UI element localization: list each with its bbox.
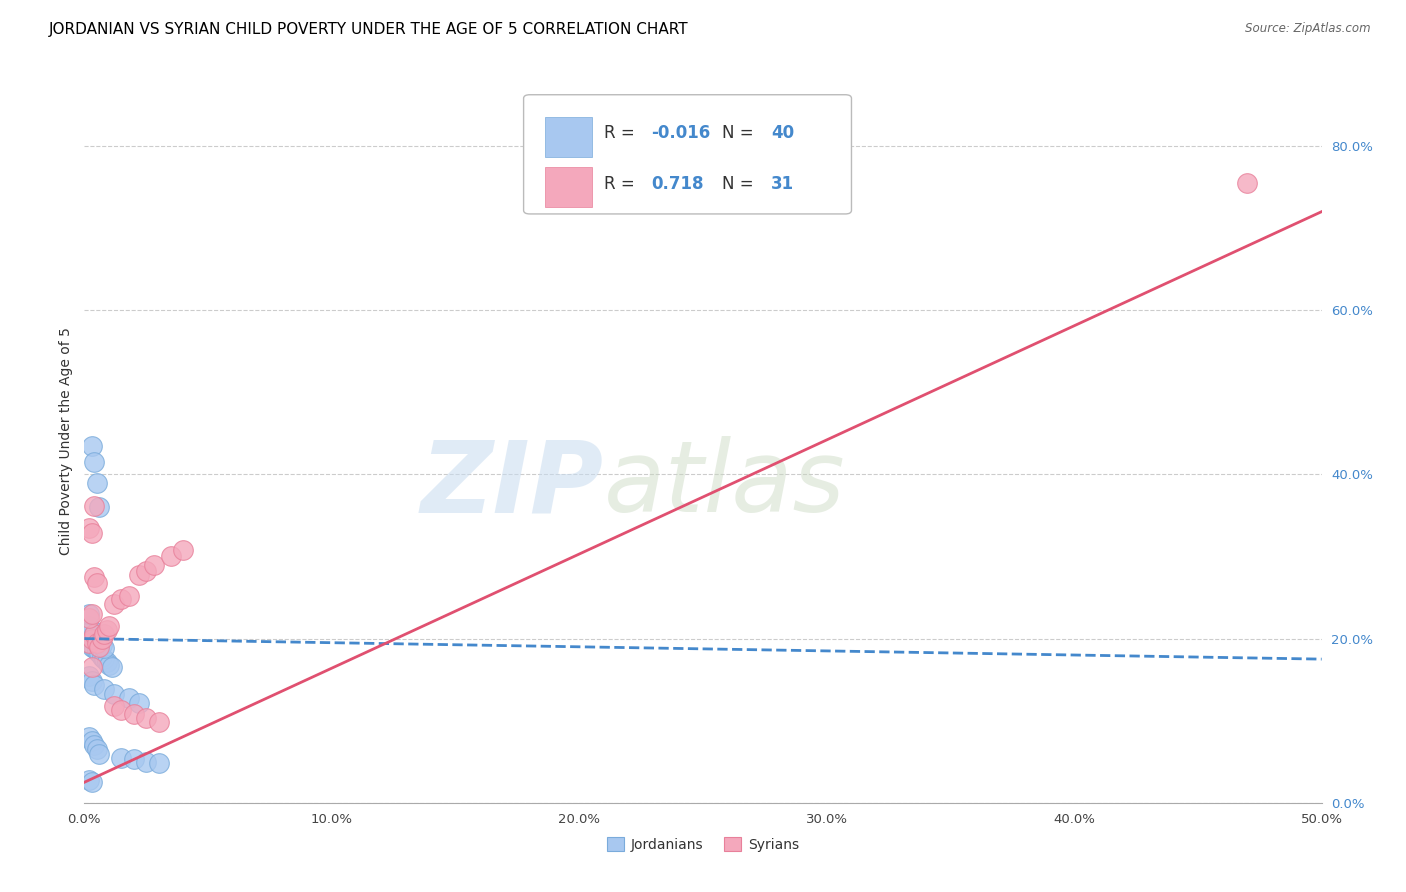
Point xyxy=(79,668,101,682)
Point xyxy=(118,589,141,603)
Legend: Jordanians, Syrians: Jordanians, Syrians xyxy=(602,831,804,857)
Point xyxy=(118,690,141,705)
Point xyxy=(93,627,115,641)
Point xyxy=(98,619,121,633)
Point xyxy=(80,526,103,541)
Point xyxy=(86,475,108,490)
Y-axis label: Child Poverty Under the Age of 5: Child Poverty Under the Age of 5 xyxy=(59,327,73,556)
Point xyxy=(86,575,108,590)
Text: R =: R = xyxy=(605,175,640,193)
Point xyxy=(83,678,105,692)
Point xyxy=(80,632,103,646)
Point xyxy=(80,439,103,453)
Point xyxy=(98,657,121,672)
Point xyxy=(79,730,101,744)
Text: -0.016: -0.016 xyxy=(651,124,710,142)
Point xyxy=(135,755,157,769)
Point xyxy=(79,607,101,621)
Point xyxy=(93,652,115,666)
Point xyxy=(83,499,105,513)
Point xyxy=(86,742,108,756)
Text: N =: N = xyxy=(721,124,758,142)
Point xyxy=(89,640,111,654)
Point xyxy=(80,734,103,748)
Text: R =: R = xyxy=(605,124,640,142)
FancyBboxPatch shape xyxy=(523,95,852,214)
Point xyxy=(172,542,194,557)
Point xyxy=(148,715,170,730)
Point xyxy=(90,632,112,646)
Point xyxy=(86,644,108,658)
Point xyxy=(89,500,111,515)
Point xyxy=(93,682,115,697)
Point xyxy=(79,521,101,535)
Point xyxy=(79,611,101,625)
Point xyxy=(110,750,132,764)
Point xyxy=(1236,176,1258,190)
Text: N =: N = xyxy=(721,175,758,193)
Text: atlas: atlas xyxy=(605,436,845,533)
Point xyxy=(89,636,111,650)
Point xyxy=(86,632,108,646)
Point xyxy=(110,592,132,607)
Point xyxy=(80,607,103,621)
Point xyxy=(79,772,101,787)
Point xyxy=(83,627,105,641)
Point xyxy=(103,698,125,713)
Point xyxy=(93,641,115,656)
Point xyxy=(135,564,157,578)
Text: Source: ZipAtlas.com: Source: ZipAtlas.com xyxy=(1246,22,1371,36)
Text: 0.718: 0.718 xyxy=(651,175,703,193)
Text: 40: 40 xyxy=(770,124,794,142)
Point xyxy=(142,558,165,572)
Point xyxy=(100,660,122,674)
Point xyxy=(96,655,118,669)
Point xyxy=(83,570,105,584)
Point xyxy=(80,775,103,789)
Text: JORDANIAN VS SYRIAN CHILD POVERTY UNDER THE AGE OF 5 CORRELATION CHART: JORDANIAN VS SYRIAN CHILD POVERTY UNDER … xyxy=(49,22,689,37)
Point xyxy=(90,638,112,652)
Point xyxy=(103,687,125,701)
Point xyxy=(86,636,108,650)
Point xyxy=(83,455,105,469)
Point xyxy=(79,619,101,633)
Point xyxy=(80,640,103,654)
Point xyxy=(89,646,111,660)
Point xyxy=(122,752,145,766)
Bar xyxy=(544,117,592,156)
Bar xyxy=(544,167,592,207)
Point xyxy=(160,549,183,564)
Point xyxy=(79,636,101,650)
Text: 31: 31 xyxy=(770,175,794,193)
Point xyxy=(89,747,111,761)
Point xyxy=(135,711,157,725)
Point xyxy=(122,707,145,722)
Point xyxy=(90,649,112,664)
Point xyxy=(128,696,150,710)
Point xyxy=(80,660,103,674)
Point xyxy=(128,567,150,582)
Point xyxy=(96,624,118,638)
Point xyxy=(83,627,105,641)
Point xyxy=(80,624,103,638)
Point xyxy=(110,703,132,717)
Text: ZIP: ZIP xyxy=(420,436,605,533)
Point xyxy=(83,739,105,753)
Point xyxy=(79,636,101,650)
Point xyxy=(83,641,105,656)
Point xyxy=(148,756,170,771)
Point xyxy=(80,674,103,689)
Point xyxy=(103,597,125,611)
